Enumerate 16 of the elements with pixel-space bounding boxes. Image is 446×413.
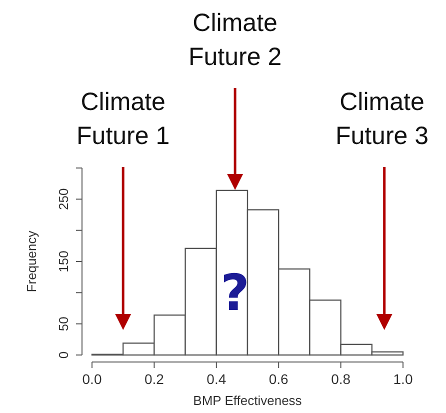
y-tick-label: 50 (56, 316, 71, 332)
x-tick-label: 1.0 (393, 371, 413, 387)
y-tick-label: 250 (56, 188, 71, 210)
x-tick-label: 0.0 (82, 371, 102, 387)
y-tick-label: 0 (56, 351, 71, 359)
text: Climate Future 2 (188, 9, 282, 71)
text: Climate Future 3 (335, 88, 429, 150)
x-axis-title: BMP Effectiveness (193, 393, 302, 408)
x-tick-label: 0.8 (331, 371, 351, 387)
text: Climate Future 1 (76, 88, 170, 150)
x-tick-label: 0.6 (268, 371, 289, 387)
annotation: ? (220, 264, 250, 322)
y-tick-label: 150 (56, 250, 71, 272)
y-axis-title: Frequency (24, 230, 39, 292)
x-tick-label: 0.2 (144, 371, 164, 387)
x-tick-label: 0.4 (206, 371, 226, 387)
